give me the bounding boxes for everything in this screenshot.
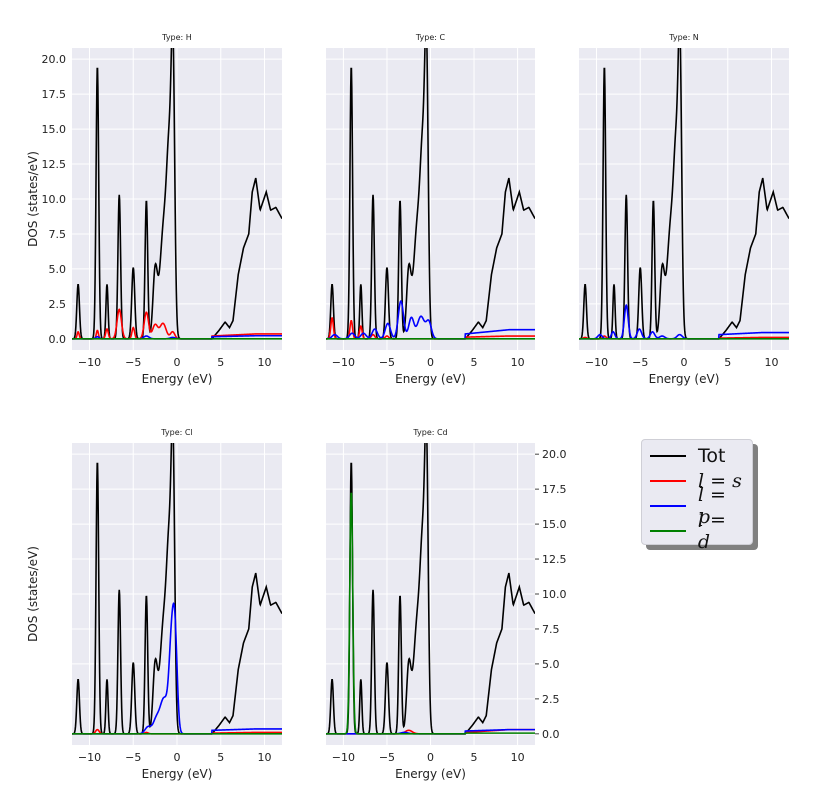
y-tick-label: 5.0 bbox=[49, 263, 67, 276]
legend-label-p: l = p bbox=[697, 483, 726, 528]
x-tick-label: 0 bbox=[174, 751, 181, 764]
x-tick-label: 5 bbox=[471, 751, 478, 764]
y-tick-label: 0.0 bbox=[542, 728, 560, 741]
y-axis-label: DOS (states/eV) bbox=[26, 546, 40, 642]
x-tick-label: −5 bbox=[379, 751, 395, 764]
legend-entry-p: l = p bbox=[650, 484, 744, 528]
legend-entry-tot: Tot bbox=[650, 443, 744, 468]
x-tick-label: 10 bbox=[765, 356, 779, 369]
x-tick-label: 10 bbox=[511, 356, 525, 369]
panel-title: Type: N bbox=[668, 33, 699, 42]
panel-title: Type: Cd bbox=[412, 428, 447, 437]
series-d-line bbox=[326, 492, 535, 735]
panel-title: Type: H bbox=[161, 33, 192, 42]
x-tick-label: 5 bbox=[471, 356, 478, 369]
panel-3: −10 −5 0 5 10 Type: N Energy (eV) bbox=[579, 33, 789, 386]
y-tick-label: 20.0 bbox=[542, 448, 567, 461]
x-tick-label: 10 bbox=[258, 356, 272, 369]
legend-label-s: l = s bbox=[698, 469, 742, 492]
series-tot-line bbox=[326, 48, 535, 340]
y-tick-label: 5.0 bbox=[542, 658, 560, 671]
panel-5: −10 −5 0 5 10 0.0 2.5 5.0 7.5 10.0 12.5 15.0 17.5 20.… bbox=[326, 428, 567, 781]
panel-title: Type: Cl bbox=[160, 428, 192, 437]
panel-2: −10 −5 0 5 10 Type: C Energy (eV) bbox=[326, 33, 535, 386]
x-tick-label: −5 bbox=[125, 356, 141, 369]
x-tick-label: 10 bbox=[511, 751, 525, 764]
y-tick-label: 7.5 bbox=[49, 228, 67, 241]
x-tick-label: 0 bbox=[427, 751, 434, 764]
series-tot-line bbox=[72, 443, 282, 735]
legend-label-tot: Tot bbox=[698, 444, 726, 467]
x-tick-label: −5 bbox=[632, 356, 648, 369]
y-tick-label: 17.5 bbox=[42, 88, 67, 101]
x-axis-label: Energy (eV) bbox=[395, 372, 466, 386]
series-tot-line bbox=[579, 48, 789, 340]
legend-line-s bbox=[650, 479, 686, 482]
x-tick-label: 5 bbox=[217, 356, 224, 369]
x-axis-label: Energy (eV) bbox=[142, 372, 213, 386]
y-tick-label: 15.0 bbox=[542, 518, 567, 531]
panel-4: −10 −5 0 5 10 Type: Cl Energy (eV) DOS (states/… bbox=[26, 428, 282, 781]
y-tick-label: 7.5 bbox=[542, 623, 560, 636]
x-tick-label: −10 bbox=[332, 356, 355, 369]
legend-label-d: l = d bbox=[697, 508, 726, 553]
y-axis-label: DOS (states/eV) bbox=[26, 151, 40, 247]
series-tot-line bbox=[326, 443, 535, 735]
legend-line-d bbox=[650, 529, 686, 532]
y-tick-label: 0.0 bbox=[49, 333, 67, 346]
x-tick-label: −10 bbox=[332, 751, 355, 764]
panel-1: −10 −5 0 5 10 0.0 2.5 5.0 7.5 10.0 12.5 15.0 17.5 20.… bbox=[26, 33, 282, 386]
series-p-line bbox=[326, 299, 535, 340]
legend-entry-s: l = s bbox=[650, 468, 744, 493]
legend: Tot l = s l = p l = d bbox=[641, 439, 753, 553]
x-tick-label: −10 bbox=[585, 356, 608, 369]
legend-line-tot bbox=[650, 454, 686, 457]
y-tick-label: 2.5 bbox=[49, 298, 67, 311]
x-tick-label: −5 bbox=[125, 751, 141, 764]
x-tick-label: 0 bbox=[681, 356, 688, 369]
x-tick-label: −5 bbox=[379, 356, 395, 369]
y-tick-label: 2.5 bbox=[542, 693, 560, 706]
x-axis-label: Energy (eV) bbox=[649, 372, 720, 386]
legend-line-p bbox=[650, 504, 686, 507]
y-tick-label: 10.0 bbox=[42, 193, 67, 206]
series-p-line bbox=[579, 303, 789, 340]
x-tick-label: −10 bbox=[78, 356, 101, 369]
x-tick-label: 5 bbox=[217, 751, 224, 764]
panel-title: Type: C bbox=[415, 33, 446, 42]
y-tick-label: 17.5 bbox=[542, 483, 567, 496]
y-tick-label: 12.5 bbox=[42, 158, 67, 171]
y-tick-label: 20.0 bbox=[42, 53, 67, 66]
legend-entry-d: l = d bbox=[650, 509, 744, 553]
y-tick-label: 10.0 bbox=[542, 588, 567, 601]
x-axis-label: Energy (eV) bbox=[142, 767, 213, 781]
x-tick-label: 0 bbox=[174, 356, 181, 369]
y-tick-label: 15.0 bbox=[42, 123, 67, 136]
x-axis-label: Energy (eV) bbox=[395, 767, 466, 781]
x-tick-label: 0 bbox=[427, 356, 434, 369]
y-tick-label: 12.5 bbox=[542, 553, 567, 566]
x-tick-label: 10 bbox=[258, 751, 272, 764]
x-tick-label: −10 bbox=[78, 751, 101, 764]
series-tot-line bbox=[72, 48, 282, 340]
x-tick-label: 5 bbox=[724, 356, 731, 369]
